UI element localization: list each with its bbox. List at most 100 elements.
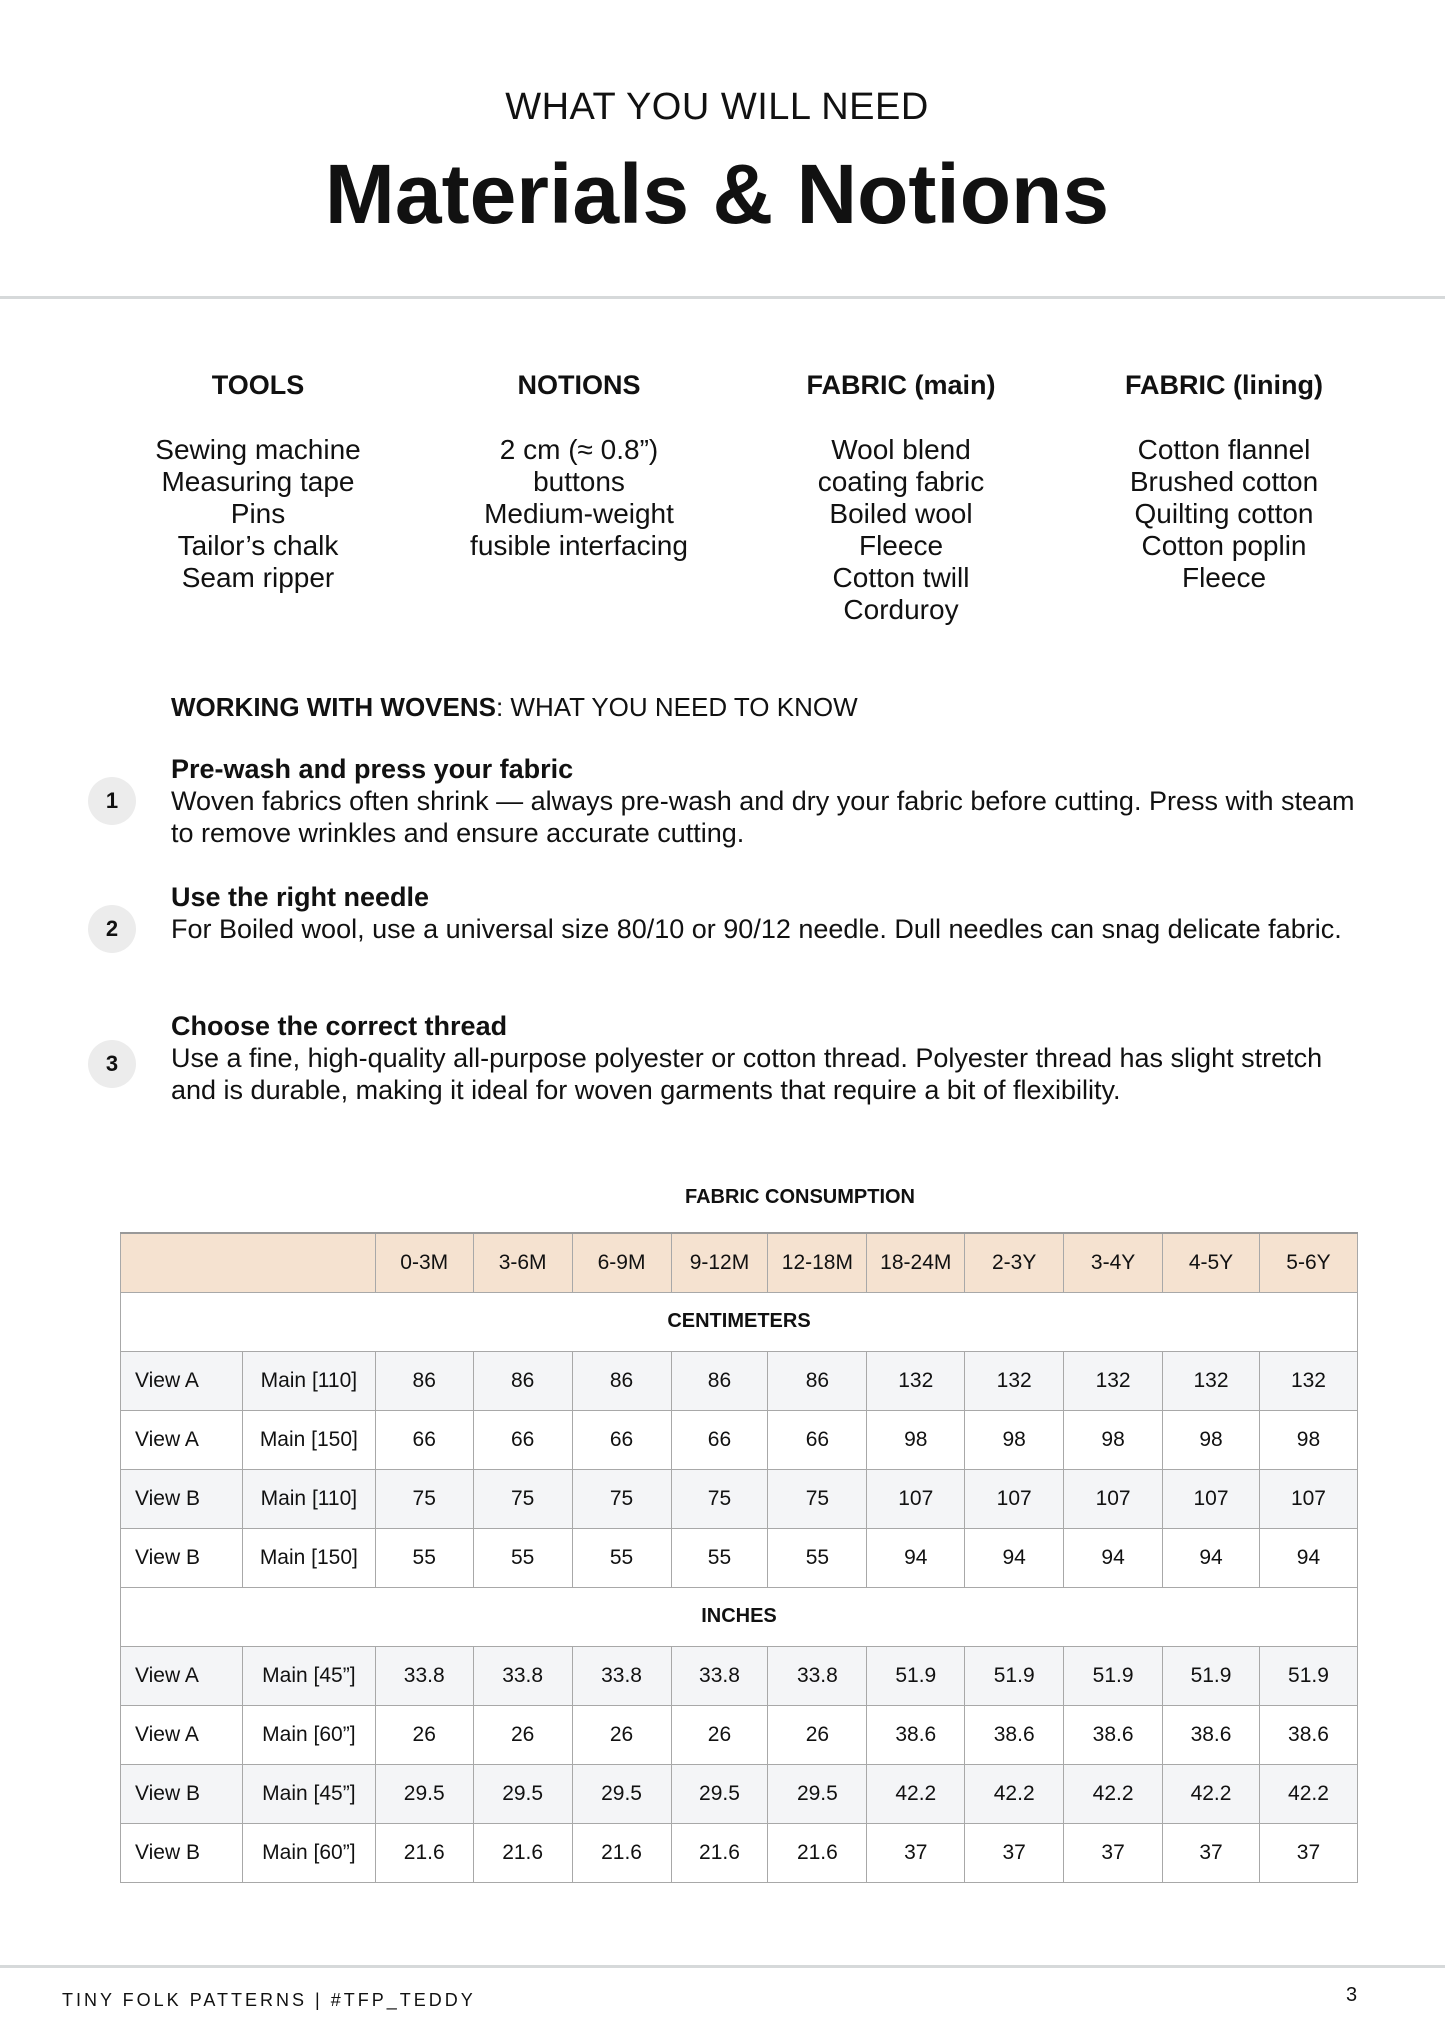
fabric-consumption-table: 0-3M 3-6M 6-9M 9-12M 12-18M 18-24M 2-3Y 3-4Y 4-5… [120, 1232, 1359, 1883]
value-cell: 21.6 [670, 1822, 769, 1883]
table-row: View A Main [60”] 26 26 26 26 26 38.6 38.6 38.6 38… [120, 1704, 1359, 1765]
tip-title: Use the right needle [171, 882, 430, 912]
column-heading: FABRIC (lining) [1125, 370, 1323, 400]
column-heading: NOTIONS [517, 370, 641, 400]
value-cell: 38.6 [866, 1704, 966, 1765]
size-header: 0-3M [374, 1232, 474, 1293]
value-cell: 51.9 [1162, 1645, 1260, 1706]
value-cell: 55 [571, 1527, 672, 1588]
step-number-badge: 1 [88, 777, 136, 825]
column-item: Medium-weight [484, 498, 674, 529]
value-cell: 66 [374, 1409, 474, 1470]
value-cell: 33.8 [374, 1645, 474, 1706]
value-cell: 33.8 [767, 1645, 868, 1706]
table-row: View A Main [45”] 33.8 33.8 33.8 33.8 33.8 51.9… [120, 1645, 1359, 1706]
value-cell: 86 [571, 1350, 672, 1411]
step-number-badge: 2 [88, 905, 136, 953]
table-row: View B Main [110] 75 75 75 75 75 107 107 107 107 10… [120, 1468, 1359, 1529]
value-cell: 33.8 [571, 1645, 672, 1706]
tip-text: Woven fabrics often shrink — always pre-… [171, 786, 1355, 848]
value-cell: 94 [1258, 1527, 1359, 1588]
value-cell: 94 [1063, 1527, 1164, 1588]
size-header: 2-3Y [964, 1232, 1065, 1293]
value-cell: 33.8 [472, 1645, 573, 1706]
page-kicker: WHAT YOU WILL NEED [505, 86, 929, 128]
value-cell: 55 [767, 1527, 868, 1588]
column-item: Sewing machine [155, 434, 361, 465]
tip-text: For Boiled wool, use a universal size 80… [171, 914, 1342, 944]
value-cell: 107 [1063, 1468, 1164, 1529]
value-cell: 29.5 [472, 1763, 573, 1824]
view-cell: View B [120, 1468, 243, 1529]
header-blank [120, 1232, 376, 1293]
fabric-cell: Main [150] [241, 1527, 376, 1588]
value-cell: 21.6 [472, 1822, 573, 1883]
column-item: fusible interfacing [470, 530, 688, 561]
tip-item: Pre-wash and press your fabric Woven fabr… [171, 753, 1371, 849]
view-cell: View A [120, 1350, 243, 1411]
value-cell: 66 [767, 1409, 868, 1470]
column-item: Seam ripper [181, 562, 335, 593]
value-cell: 21.6 [374, 1822, 474, 1883]
value-cell: 37 [964, 1822, 1065, 1883]
table-row: View B Main [150] 55 55 55 55 55 94 94 94 94 94 [120, 1527, 1359, 1588]
value-cell: 107 [1162, 1468, 1260, 1529]
view-cell: View B [120, 1527, 243, 1588]
value-cell: 98 [964, 1409, 1065, 1470]
value-cell: 29.5 [767, 1763, 868, 1824]
view-cell: View A [120, 1645, 243, 1706]
value-cell: 42.2 [866, 1763, 966, 1824]
value-cell: 98 [866, 1409, 966, 1470]
value-cell: 26 [767, 1704, 868, 1765]
value-cell: 37 [1258, 1822, 1359, 1883]
value-cell: 51.9 [866, 1645, 966, 1706]
value-cell: 86 [374, 1350, 474, 1411]
column-item: Fleece [1181, 562, 1267, 593]
value-cell: 107 [866, 1468, 966, 1529]
value-cell: 132 [866, 1350, 966, 1411]
value-cell: 42.2 [1063, 1763, 1164, 1824]
value-cell: 29.5 [670, 1763, 769, 1824]
fabric-cell: Main [150] [241, 1409, 376, 1470]
column-item: Measuring tape [161, 466, 355, 497]
materials-column: NOTIONS 2 cm (≈ 0.8”) buttons Medium-weight… [419, 370, 739, 562]
value-cell: 86 [472, 1350, 573, 1411]
value-cell: 55 [670, 1527, 769, 1588]
value-cell: 98 [1258, 1409, 1359, 1470]
value-cell: 107 [1258, 1468, 1359, 1529]
column-item: Fleece [858, 530, 944, 561]
size-header: 3-6M [472, 1232, 573, 1293]
fabric-cell: Main [45”] [241, 1645, 376, 1706]
value-cell: 94 [866, 1527, 966, 1588]
column-item: Pins [230, 498, 286, 529]
tip-item: Use the right needle For Boiled wool, use… [171, 881, 1371, 945]
value-cell: 107 [964, 1468, 1065, 1529]
fabric-cell: Main [110] [241, 1468, 376, 1529]
view-cell: View A [120, 1704, 243, 1765]
value-cell: 66 [670, 1409, 769, 1470]
value-cell: 42.2 [1258, 1763, 1359, 1824]
column-item: coating fabric [817, 466, 985, 497]
size-header: 9-12M [670, 1232, 769, 1293]
value-cell: 21.6 [767, 1822, 868, 1883]
column-item: Wool blend [831, 434, 971, 465]
table-title: FABRIC CONSUMPTION [685, 1186, 915, 1208]
divider [0, 296, 1445, 299]
value-cell: 55 [472, 1527, 573, 1588]
value-cell: 33.8 [670, 1645, 769, 1706]
tip-text: Use a fine, high-quality all-purpose pol… [171, 1043, 1323, 1105]
value-cell: 29.5 [374, 1763, 474, 1824]
value-cell: 132 [964, 1350, 1065, 1411]
value-cell: 55 [374, 1527, 474, 1588]
value-cell: 94 [1162, 1527, 1260, 1588]
value-cell: 75 [374, 1468, 474, 1529]
column-item: 2 cm (≈ 0.8”) [499, 434, 659, 465]
column-heading: FABRIC (main) [806, 370, 996, 400]
table-row: View B Main [60”] 21.6 21.6 21.6 21.6 21.6 37 37… [120, 1822, 1359, 1883]
view-cell: View B [120, 1763, 243, 1824]
value-cell: 51.9 [1063, 1645, 1164, 1706]
value-cell: 26 [571, 1704, 672, 1765]
wovens-heading-rest: : WHAT YOU NEED TO KNOW [495, 692, 858, 722]
value-cell: 75 [472, 1468, 573, 1529]
column-item: Boiled wool [829, 498, 973, 529]
